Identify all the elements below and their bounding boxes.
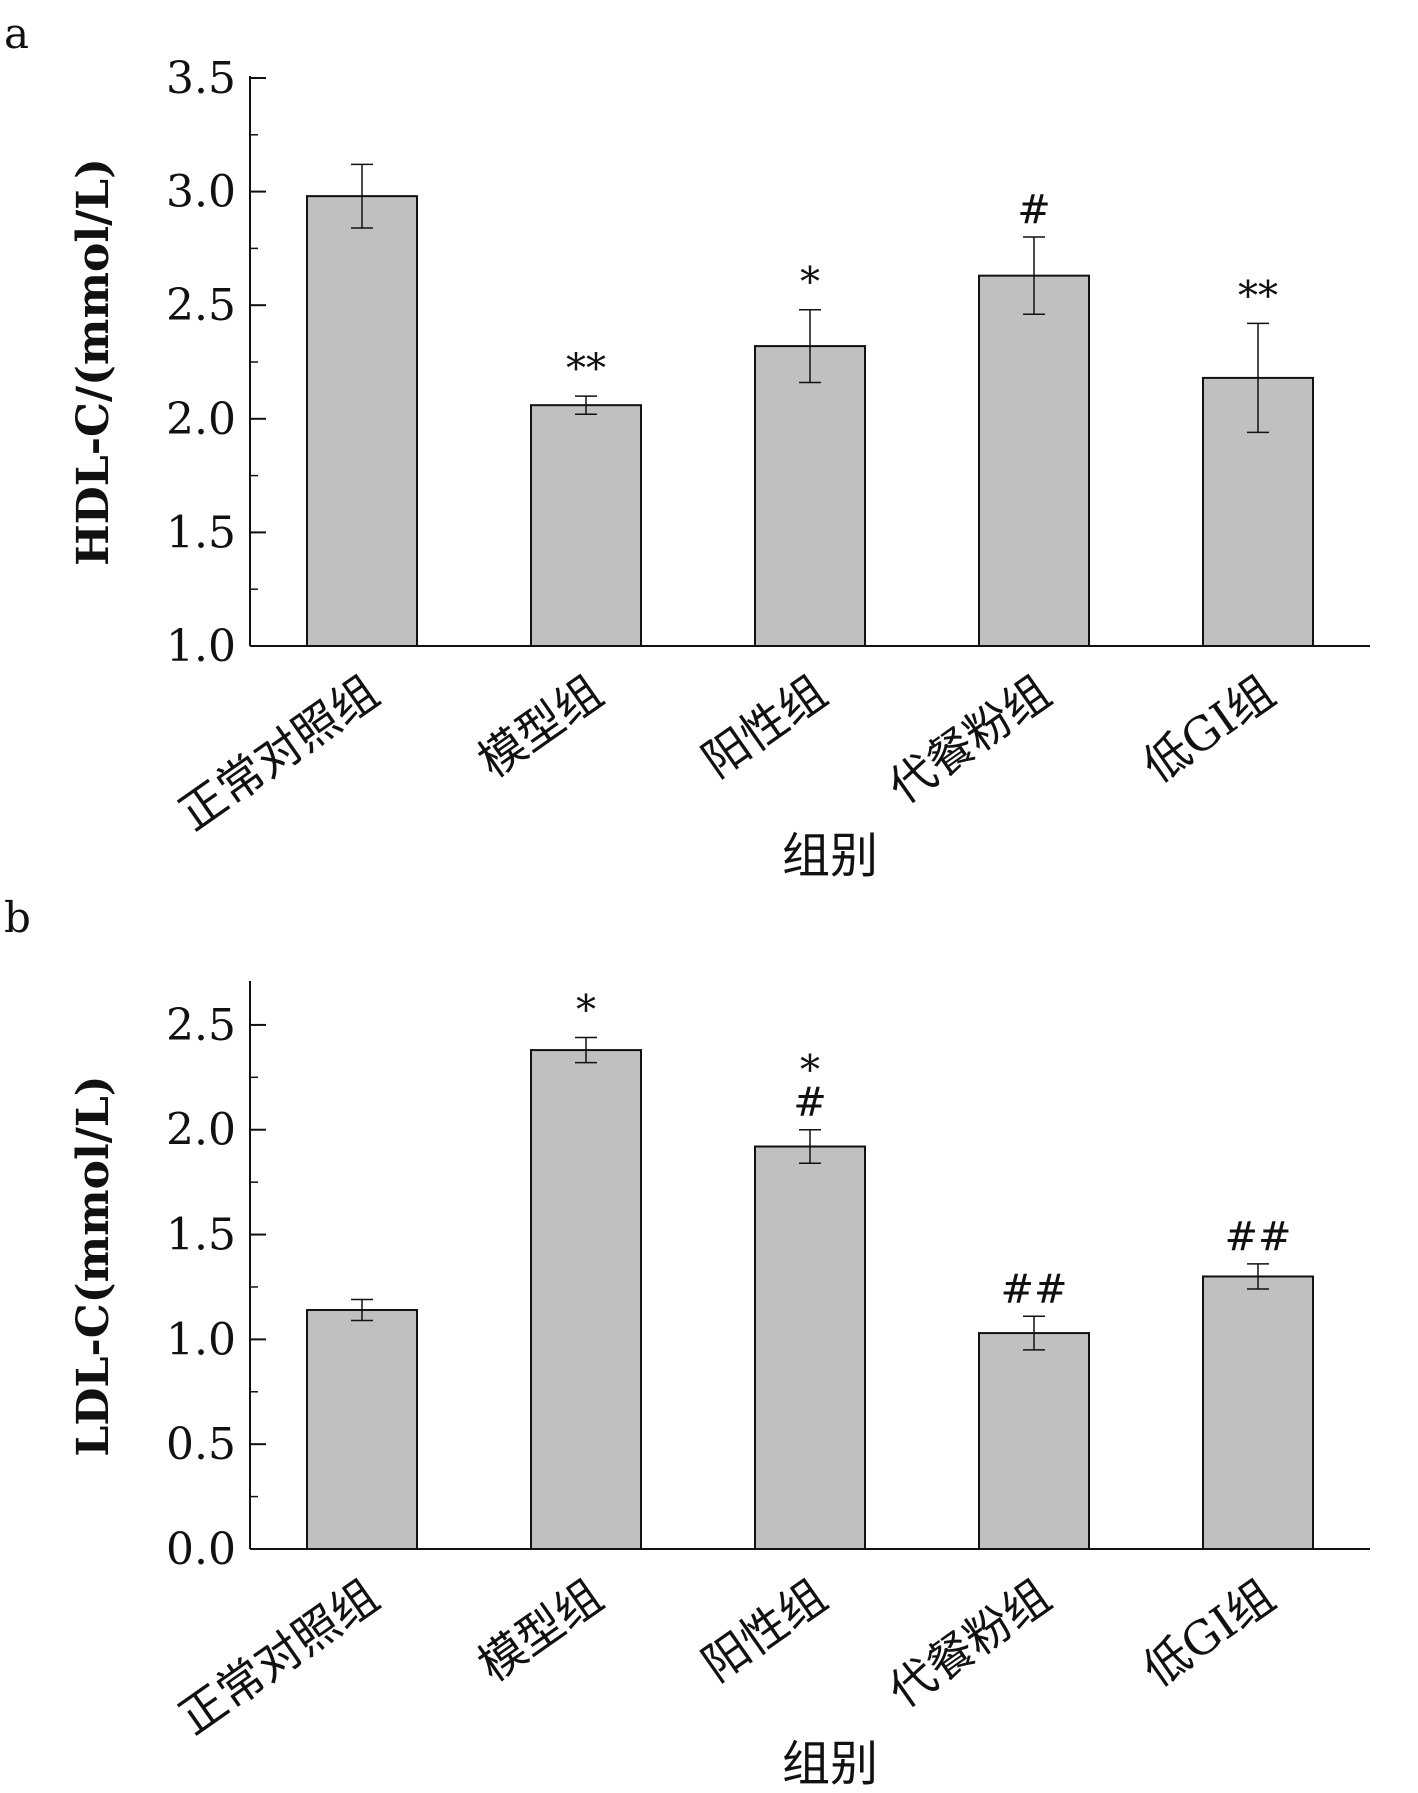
panel-label: a [4, 9, 29, 58]
y-tick-label: 2.0 [166, 1105, 236, 1156]
x-axis-title: 组别 [782, 1736, 878, 1792]
significance-label: * [800, 1048, 820, 1094]
significance-label: ## [1224, 1214, 1291, 1260]
bar [530, 1049, 642, 1550]
x-category-label: 代餐粉组 [879, 665, 1061, 815]
x-category-label: 模型组 [468, 1569, 612, 1692]
x-category-label: 代餐粉组 [879, 1569, 1061, 1719]
y-tick-label: 1.0 [166, 1314, 236, 1365]
significance-label: # [793, 1080, 827, 1126]
significance-label: ** [1238, 273, 1278, 319]
significance-label: ** [566, 346, 606, 392]
y-tick-label: 0.5 [166, 1419, 236, 1470]
x-category-label: 正常对照组 [169, 665, 388, 841]
bar [306, 1309, 418, 1550]
significance-label: # [1017, 187, 1051, 233]
y-axis-title: LDL-C(mmol/L) [68, 1075, 119, 1456]
bar [754, 345, 866, 647]
bar [1202, 1275, 1314, 1550]
panel-label: b [4, 893, 31, 942]
x-category-label: 模型组 [468, 665, 612, 788]
significance-label: ## [1000, 1266, 1067, 1312]
y-tick-label: 0.0 [166, 1524, 236, 1575]
y-tick-label: 2.0 [166, 394, 236, 445]
y-axis-title: HDL-C/(mmol/L) [68, 158, 119, 566]
x-category-label: 正常对照组 [169, 1569, 388, 1745]
significance-label: * [576, 988, 596, 1034]
bar [754, 1145, 866, 1550]
y-tick-label: 1.5 [166, 1210, 236, 1261]
panel-a-chart: a1.01.52.02.53.03.5HDL-C/(mmol/L)正常对照组**… [4, 9, 1370, 884]
x-category-label: 低GI组 [1133, 1569, 1284, 1698]
x-axis-title: 组别 [782, 828, 878, 884]
bar [306, 195, 418, 647]
x-category-label: 阳性组 [692, 1569, 836, 1692]
x-category-label: 阳性组 [692, 665, 836, 788]
bar [978, 274, 1090, 647]
bar [978, 1332, 1090, 1550]
x-category-label: 低GI组 [1133, 665, 1284, 794]
y-tick-label: 1.0 [166, 621, 236, 672]
y-tick-label: 2.5 [166, 280, 236, 331]
y-tick-label: 1.5 [166, 507, 236, 558]
significance-label: * [800, 260, 820, 306]
bar [530, 404, 642, 647]
panel-b-chart: b 0.0 0.5 1.0 1.5 2.0 2.5 LDL-C(mmol/L) 正常对照组 * 模型… [4, 893, 1370, 1792]
y-tick-label: 3.5 [166, 53, 236, 104]
y-tick-label: 3.0 [166, 167, 236, 218]
y-tick-label: 2.5 [166, 1000, 236, 1051]
